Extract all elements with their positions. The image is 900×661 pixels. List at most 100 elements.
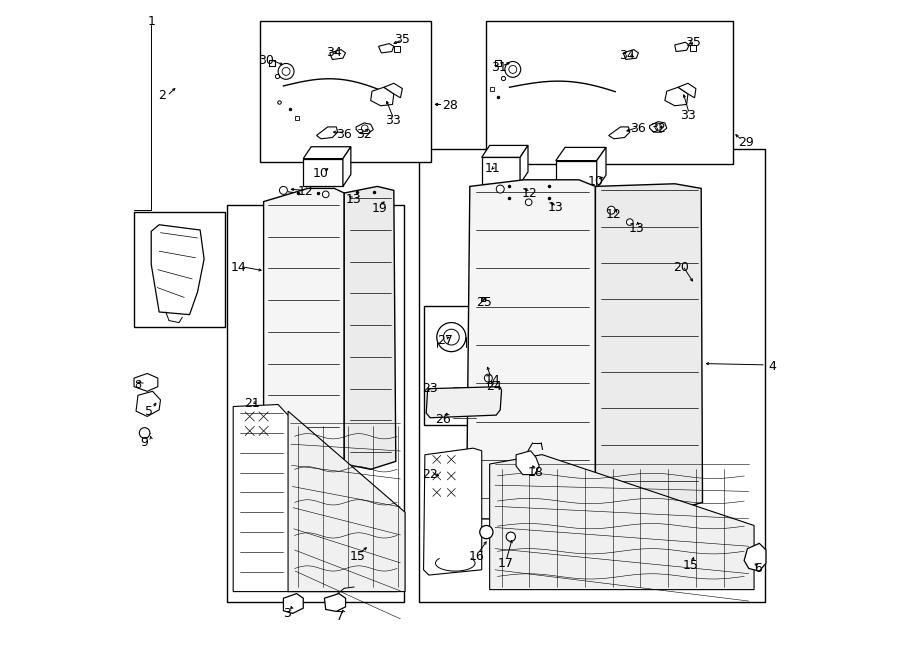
Circle shape	[526, 199, 532, 206]
Polygon shape	[371, 87, 394, 106]
Text: 5: 5	[145, 405, 153, 418]
Text: 18: 18	[528, 466, 544, 479]
Polygon shape	[556, 147, 606, 161]
Text: 7: 7	[337, 609, 345, 623]
Text: 33: 33	[385, 114, 401, 127]
Text: 32: 32	[356, 128, 372, 141]
Circle shape	[505, 61, 521, 77]
Polygon shape	[556, 161, 597, 188]
Polygon shape	[623, 50, 638, 59]
Text: 34: 34	[326, 46, 341, 59]
Bar	[486, 21, 733, 164]
Polygon shape	[356, 123, 374, 134]
Text: 32: 32	[650, 122, 665, 135]
Polygon shape	[516, 451, 539, 475]
Text: 27: 27	[436, 334, 453, 347]
Text: 6: 6	[754, 562, 762, 575]
Text: 10: 10	[312, 167, 328, 180]
Text: 16: 16	[469, 550, 484, 563]
Text: 13: 13	[346, 193, 361, 206]
Bar	[134, 212, 225, 327]
Polygon shape	[744, 543, 766, 571]
Circle shape	[508, 65, 517, 73]
Polygon shape	[303, 147, 351, 159]
Text: 3: 3	[284, 607, 292, 620]
Polygon shape	[597, 147, 606, 188]
Polygon shape	[490, 455, 754, 590]
Text: 24: 24	[486, 380, 502, 393]
Polygon shape	[675, 42, 689, 52]
Polygon shape	[264, 188, 344, 473]
Text: 28: 28	[442, 99, 458, 112]
Polygon shape	[303, 159, 343, 186]
Text: 30: 30	[258, 54, 274, 67]
Text: 14: 14	[484, 373, 500, 387]
Circle shape	[140, 428, 150, 438]
Text: 13: 13	[548, 201, 563, 214]
Text: 15: 15	[349, 550, 365, 563]
Polygon shape	[317, 127, 338, 139]
Text: 33: 33	[680, 108, 696, 122]
Circle shape	[278, 63, 294, 79]
Text: 12: 12	[298, 185, 314, 198]
Polygon shape	[233, 405, 397, 592]
Polygon shape	[466, 180, 596, 519]
Text: 12: 12	[606, 208, 622, 221]
Text: 35: 35	[685, 36, 701, 49]
Polygon shape	[136, 391, 160, 416]
Polygon shape	[329, 50, 346, 59]
Bar	[259, 21, 431, 162]
Text: 19: 19	[372, 202, 388, 215]
Text: 14: 14	[230, 261, 247, 274]
Text: 31: 31	[491, 61, 507, 74]
Text: 20: 20	[673, 261, 689, 274]
Polygon shape	[608, 127, 630, 139]
Text: 22: 22	[422, 468, 438, 481]
Polygon shape	[520, 145, 528, 184]
Text: 26: 26	[436, 413, 451, 426]
Text: 8: 8	[134, 379, 141, 390]
Text: 13: 13	[628, 221, 644, 235]
Polygon shape	[288, 411, 405, 592]
Circle shape	[655, 124, 661, 130]
Polygon shape	[482, 157, 520, 184]
Text: 2: 2	[158, 89, 166, 102]
Circle shape	[362, 125, 368, 132]
Text: 34: 34	[619, 49, 635, 62]
Polygon shape	[384, 83, 402, 98]
Polygon shape	[324, 594, 346, 611]
Text: 36: 36	[630, 122, 645, 135]
Circle shape	[282, 67, 290, 75]
Circle shape	[436, 323, 466, 352]
Text: 36: 36	[337, 128, 352, 141]
Text: 11: 11	[484, 162, 500, 175]
Polygon shape	[482, 145, 528, 157]
Text: 29: 29	[738, 136, 754, 149]
Circle shape	[322, 191, 329, 198]
Polygon shape	[678, 83, 696, 98]
Polygon shape	[379, 44, 394, 53]
Polygon shape	[424, 448, 482, 575]
Text: 25: 25	[476, 296, 492, 309]
Circle shape	[444, 329, 459, 345]
Polygon shape	[665, 87, 688, 106]
Circle shape	[496, 185, 504, 193]
Text: 17: 17	[498, 557, 514, 570]
Circle shape	[480, 525, 493, 539]
Text: 9: 9	[140, 436, 148, 449]
Circle shape	[280, 186, 287, 194]
Text: 23: 23	[422, 382, 438, 395]
Circle shape	[608, 206, 616, 214]
Polygon shape	[427, 387, 501, 418]
Text: 15: 15	[683, 559, 698, 572]
Text: 4: 4	[769, 360, 777, 373]
Bar	[227, 205, 404, 602]
Polygon shape	[134, 373, 158, 391]
Polygon shape	[596, 184, 703, 510]
Bar	[418, 149, 765, 602]
Polygon shape	[151, 225, 204, 315]
Circle shape	[626, 219, 633, 225]
Text: 35: 35	[394, 33, 410, 46]
Text: 1: 1	[148, 15, 155, 28]
Polygon shape	[650, 122, 667, 132]
